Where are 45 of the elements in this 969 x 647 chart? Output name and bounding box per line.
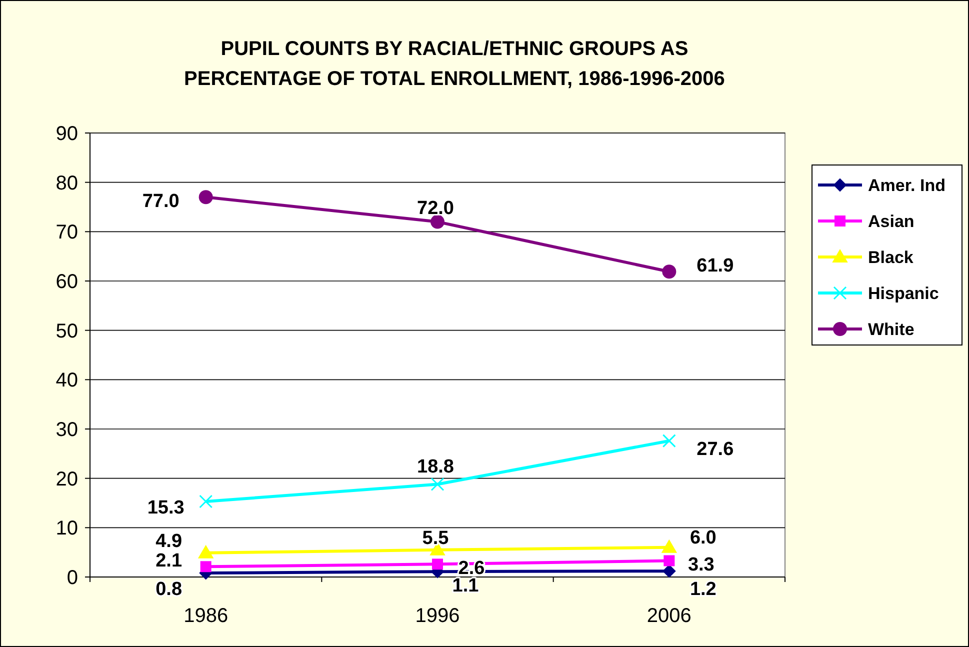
y-tick-label: 90 bbox=[56, 123, 78, 145]
data-label: 61.9 bbox=[696, 256, 734, 277]
chart-title: PUPIL COUNTS BY RACIAL/ETHNIC GROUPS AS PERCENTAGE OF TOTAL ENROLLMENT, 1986-1996-2006 bbox=[184, 38, 725, 90]
legend-label: Hispanic bbox=[868, 284, 939, 303]
x-tick-label: 2006 bbox=[646, 605, 692, 627]
data-label: 6.0 bbox=[690, 527, 716, 548]
point bbox=[662, 564, 676, 578]
data-label: 1.2 bbox=[690, 579, 716, 600]
y-tick-label: 50 bbox=[56, 320, 78, 342]
legend-label: Amer. Ind bbox=[868, 176, 946, 195]
y-tick-label: 70 bbox=[56, 222, 78, 244]
y-tick-label: 40 bbox=[56, 370, 78, 392]
data-label: 0.8 bbox=[156, 579, 182, 600]
data-label: 27.6 bbox=[696, 438, 734, 460]
point bbox=[662, 540, 677, 553]
x-tick-label: 1986 bbox=[184, 605, 228, 627]
point bbox=[199, 494, 213, 508]
legend-label: Asian bbox=[868, 212, 914, 231]
data-label: 18.8 bbox=[417, 456, 454, 478]
data-label: 3.3 bbox=[688, 554, 714, 576]
point bbox=[664, 555, 675, 566]
point bbox=[198, 545, 214, 558]
data-label: 2.1 bbox=[156, 550, 182, 572]
data-label: 4.9 bbox=[156, 530, 182, 552]
data-label: 77.0 bbox=[142, 191, 180, 212]
point bbox=[430, 214, 444, 229]
data-label: 5.5 bbox=[422, 528, 450, 549]
point bbox=[198, 190, 213, 204]
point bbox=[432, 558, 443, 570]
y-tick-label: 30 bbox=[56, 419, 78, 441]
y-tick-label: 10 bbox=[56, 518, 78, 540]
point bbox=[430, 478, 444, 492]
point bbox=[662, 434, 676, 448]
legend-label: Black bbox=[868, 248, 914, 267]
data-label: 1.1 bbox=[452, 576, 480, 597]
data-label: 15.3 bbox=[147, 498, 184, 519]
y-tick-label: 20 bbox=[56, 468, 78, 490]
x-tick-label: 1996 bbox=[415, 605, 460, 627]
y-tick-label: 60 bbox=[56, 271, 78, 293]
point bbox=[200, 561, 212, 572]
y-tick-label: 80 bbox=[56, 172, 78, 194]
point bbox=[662, 264, 676, 279]
legend-label: White bbox=[868, 320, 914, 339]
data-label: 72.0 bbox=[417, 198, 454, 219]
y-tick-label: 0 bbox=[66, 567, 78, 589]
